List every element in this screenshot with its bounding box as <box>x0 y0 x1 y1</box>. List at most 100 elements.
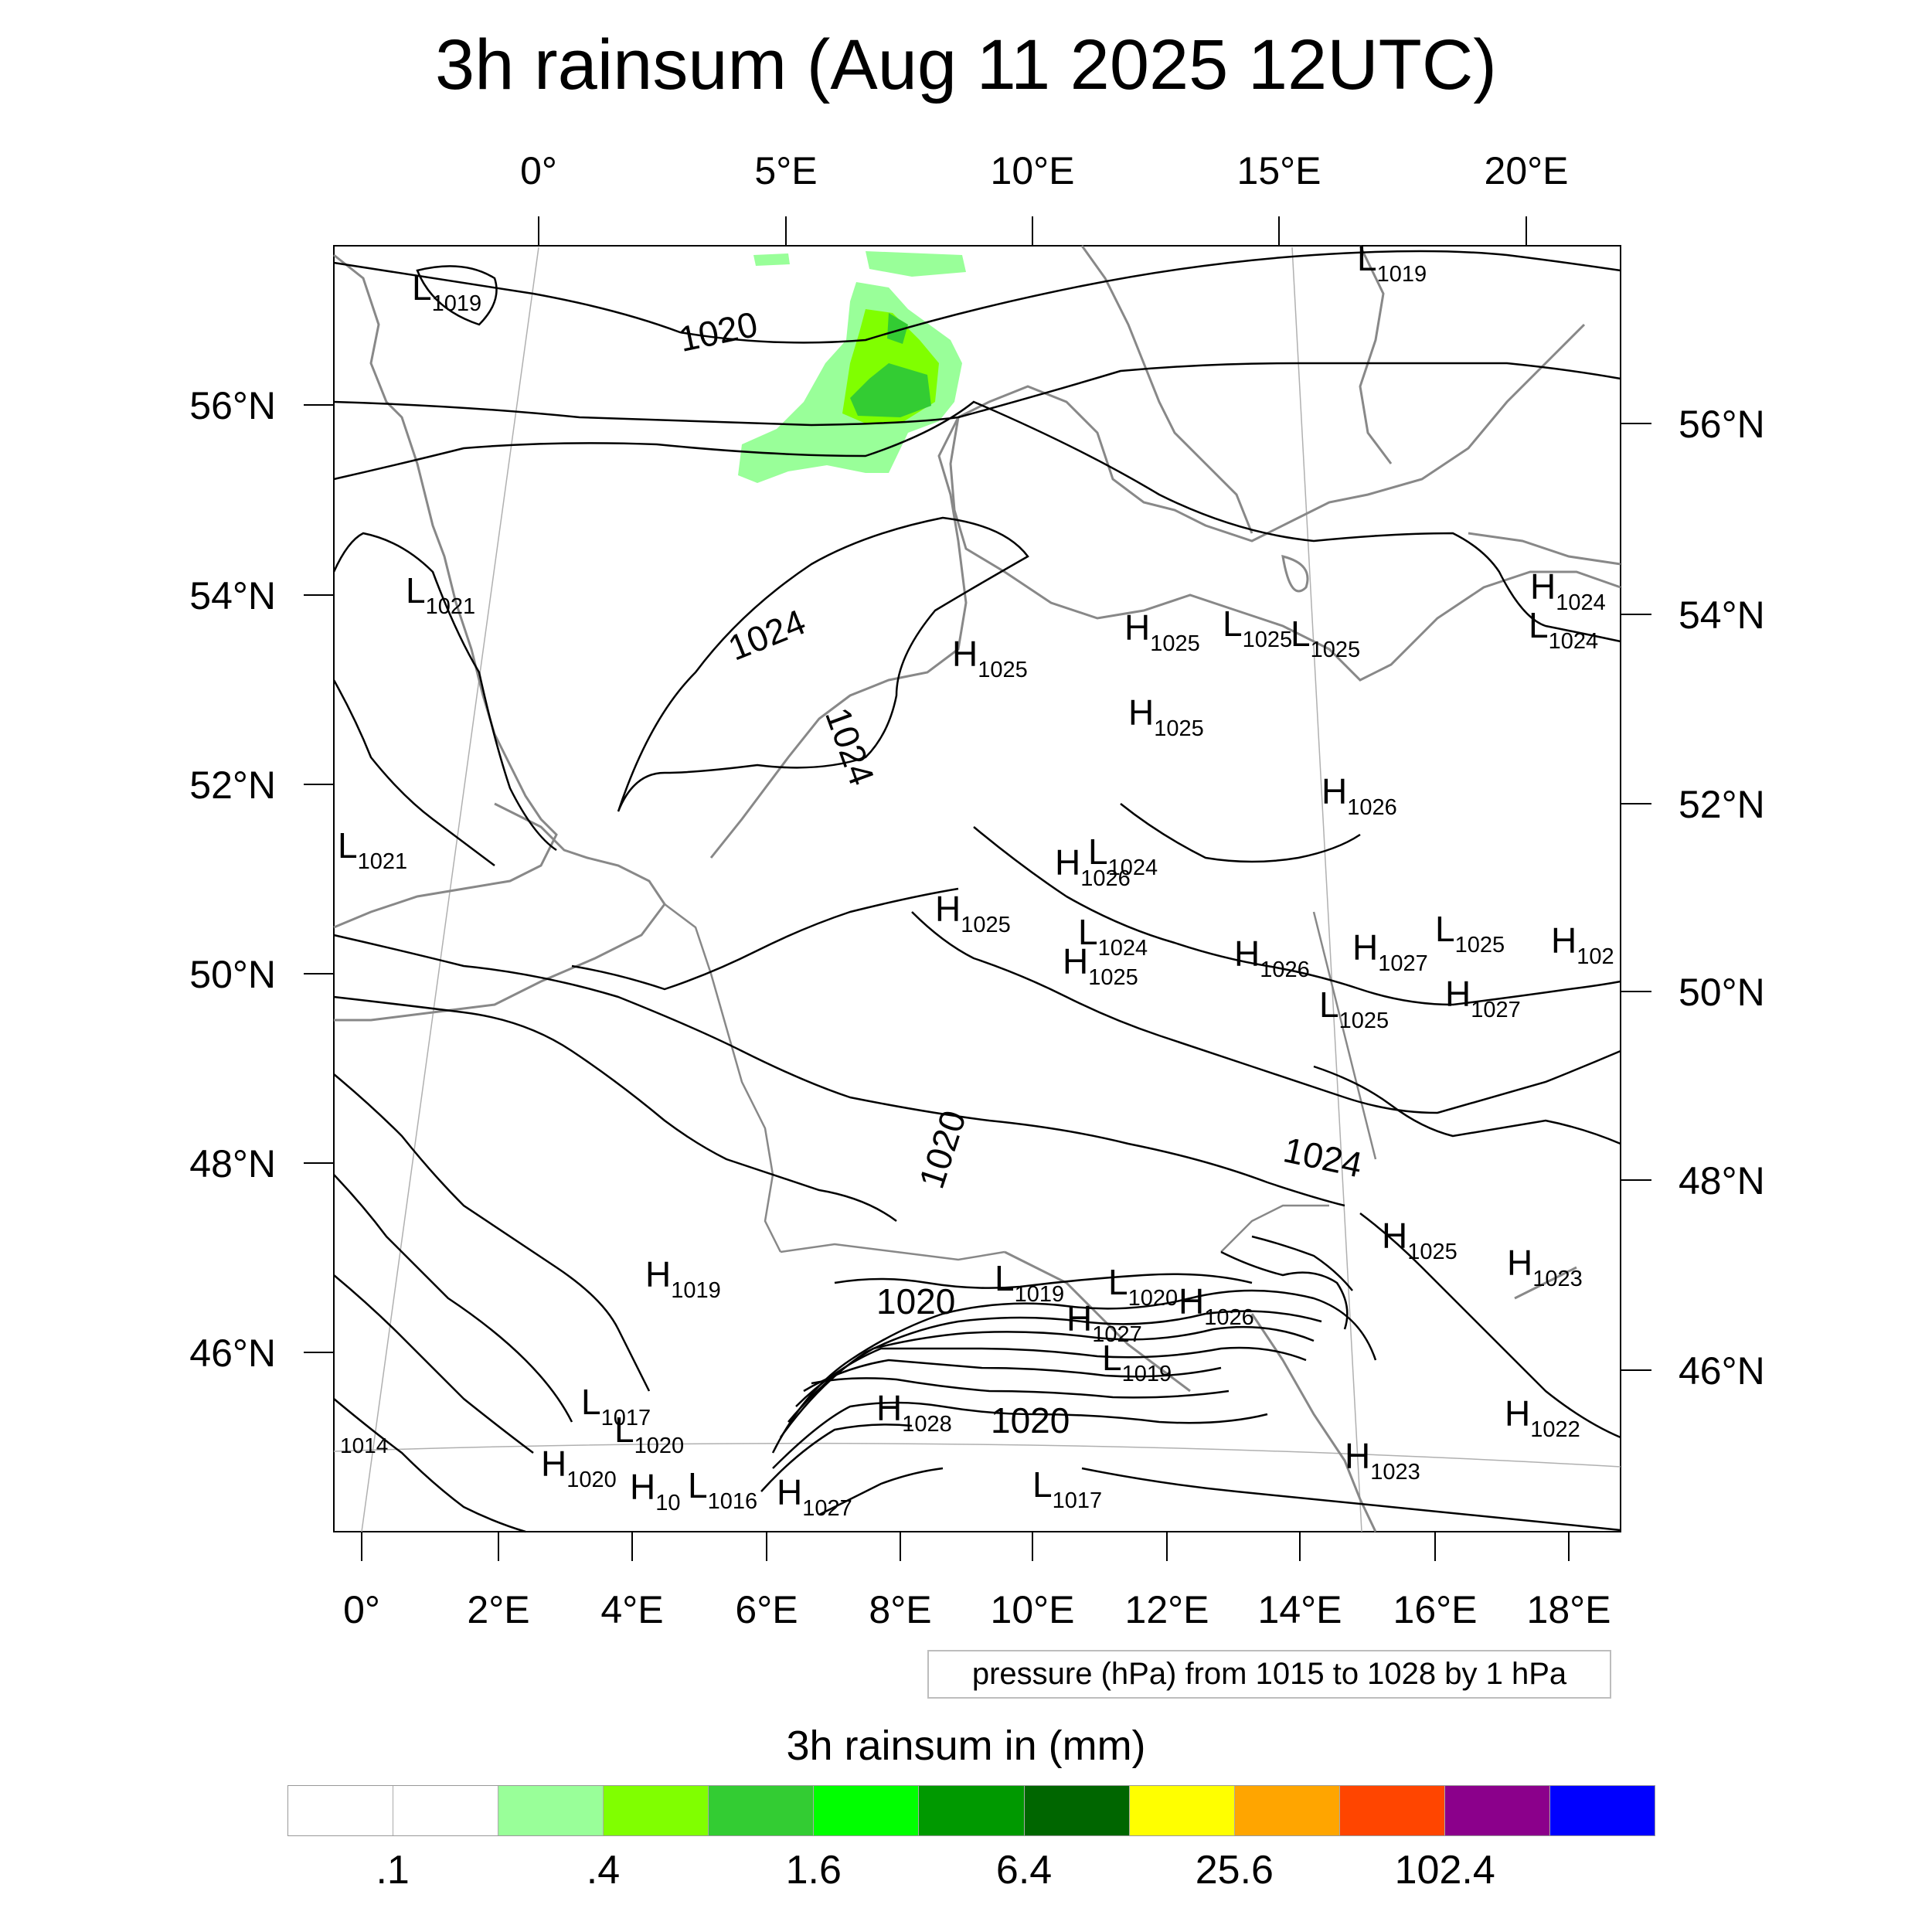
graticule <box>333 247 1621 1532</box>
center-letter: L <box>1108 1262 1128 1302</box>
isobar-label: 1020 <box>876 1281 955 1321</box>
lat-label: 46°N <box>189 1332 276 1375</box>
colorbar-swatch <box>1444 1786 1550 1835</box>
low-pressure-center: L1019 <box>1357 238 1427 287</box>
center-value: 1024 <box>1549 629 1599 654</box>
center-value: 1019 <box>671 1278 721 1303</box>
center-value: 1022 <box>1530 1417 1580 1442</box>
lat-ticks <box>304 404 1651 1371</box>
colorbar-swatch <box>393 1786 499 1835</box>
alpine-isobars <box>760 1235 1377 1516</box>
top-lon-labels: 0° 5°E 10°E 15°E 20°E <box>520 149 1568 192</box>
colorbar-swatch <box>604 1786 709 1835</box>
isobar-labels: 1020 1024 1024 1020 1024 1020 1020 1014 <box>340 304 1366 1458</box>
rain-area <box>738 251 966 483</box>
high-pressure-center: H1022 <box>1505 1393 1580 1442</box>
colorbar-swatch <box>288 1786 394 1835</box>
center-value: 1017 <box>601 1406 651 1430</box>
center-value: 1016 <box>708 1489 758 1514</box>
legend-title: 3h rainsum in (mm) <box>786 1723 1146 1769</box>
colorbar-tick-label: 102.4 <box>1394 1848 1495 1893</box>
center-value: 1025 <box>1339 1009 1389 1033</box>
center-value: 1019 <box>1377 262 1427 287</box>
center-value: 1021 <box>358 849 408 874</box>
high-pressure-center: H102 <box>1551 920 1614 969</box>
center-value: 1025 <box>1311 638 1361 662</box>
lon-label: 20°E <box>1485 149 1569 192</box>
center-value: 1025 <box>961 913 1011 937</box>
low-pressure-center: L1017 <box>1032 1464 1102 1513</box>
colorbar-tick-label: .4 <box>586 1848 621 1893</box>
colorbar-swatch <box>919 1786 1025 1835</box>
center-value: 1024 <box>1556 590 1606 615</box>
center-letter: L <box>338 825 358 866</box>
center-letter: L <box>1223 604 1243 644</box>
pressure-note: pressure (hPa) from 1015 to 1028 by 1 hP… <box>927 1650 1611 1699</box>
high-pressure-center: H1027 <box>1352 927 1428 976</box>
center-value: 1025 <box>1455 933 1505 957</box>
center-letter: H <box>876 1388 902 1428</box>
center-value: 1021 <box>426 594 476 619</box>
map-frame <box>333 245 1621 1532</box>
low-pressure-center: L1024 <box>1529 605 1598 654</box>
lon-label: 0° <box>343 1588 380 1631</box>
center-letter: L <box>1529 605 1549 645</box>
lat-label: 46°N <box>1679 1349 1765 1393</box>
center-value: 1020 <box>1128 1286 1179 1311</box>
rain-area-light-top <box>753 251 966 277</box>
center-letter: H <box>1345 1436 1370 1476</box>
high-pressure-center: H1025 <box>1128 692 1204 741</box>
isobar-label: 1020 <box>991 1400 1070 1440</box>
center-letter: H <box>1128 692 1154 733</box>
high-pressure-center: H1026 <box>1055 842 1131 891</box>
center-value: 1027 <box>1471 998 1521 1022</box>
high-pressure-center: H1023 <box>1507 1243 1583 1291</box>
top-lon-ticks <box>538 216 1527 246</box>
center-value: 1027 <box>1092 1322 1142 1347</box>
left-lat-labels: 56°N 54°N 52°N 50°N 48°N 46°N <box>189 384 276 1375</box>
high-pressure-center: H1020 <box>541 1444 617 1492</box>
isobars <box>332 250 1621 1533</box>
high-pressure-center: H1025 <box>1063 941 1138 990</box>
lon-label: 15°E <box>1237 149 1321 192</box>
lat-label: 54°N <box>189 574 276 617</box>
lon-label: 2°E <box>467 1588 529 1631</box>
center-value: 1025 <box>1088 965 1138 990</box>
center-letter: H <box>1445 974 1471 1014</box>
lat-label: 56°N <box>189 384 276 427</box>
lat-label: 50°N <box>189 953 276 996</box>
low-pressure-center: L1025 <box>1291 614 1360 662</box>
center-letter: H <box>1066 1298 1092 1338</box>
center-letter: H <box>1063 941 1088 981</box>
colorbar-tick-label: .1 <box>376 1848 410 1893</box>
center-letter: L <box>995 1258 1015 1298</box>
high-pressure-center: H1027 <box>777 1472 852 1521</box>
low-pressure-center: L1019 <box>412 267 481 316</box>
lon-label: 8°E <box>869 1588 931 1631</box>
high-pressure-center: H1026 <box>1321 771 1397 820</box>
center-letter: H <box>1055 842 1080 883</box>
low-pressure-center: L1024 <box>1078 912 1148 961</box>
center-letter: H <box>1352 927 1378 968</box>
center-value: 1028 <box>902 1412 952 1437</box>
center-letter: H <box>1530 566 1556 607</box>
center-letter: H <box>1505 1393 1530 1434</box>
low-pressure-center: L1020 <box>1108 1262 1178 1311</box>
center-letter: H <box>952 634 978 674</box>
center-value: 1019 <box>1015 1282 1065 1307</box>
low-pressure-center: L1021 <box>338 825 407 874</box>
rain-area-dark <box>850 313 931 417</box>
high-pressure-center: H1025 <box>1124 607 1200 656</box>
center-letter: L <box>1435 909 1455 949</box>
center-letter: H <box>630 1467 655 1507</box>
center-value: 1027 <box>802 1496 852 1521</box>
center-value: 1025 <box>1407 1240 1458 1264</box>
center-letter: L <box>1088 832 1108 872</box>
high-pressure-center: H1019 <box>645 1254 721 1303</box>
center-value: 1024 <box>1108 855 1158 880</box>
lon-label: 12°E <box>1125 1588 1209 1631</box>
high-pressure-center: H1027 <box>1445 974 1521 1022</box>
lat-label: 48°N <box>189 1142 276 1185</box>
lat-label: 52°N <box>1679 783 1765 826</box>
